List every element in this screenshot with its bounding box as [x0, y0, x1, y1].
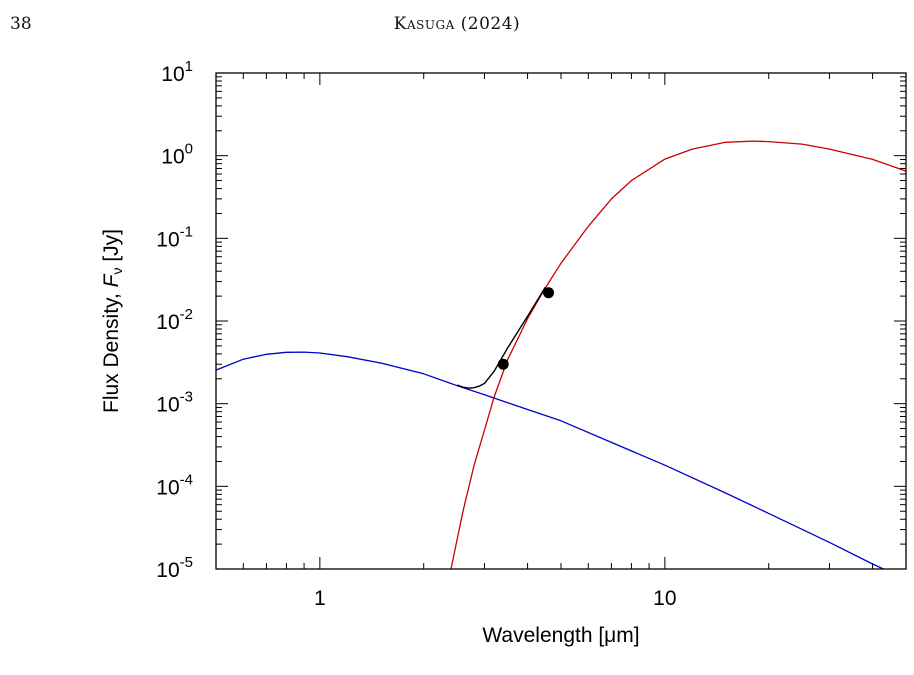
running-head-year: (2024) [460, 14, 521, 34]
series-line-2 [456, 287, 546, 389]
running-head: Kasuga (2024) [0, 14, 914, 34]
y-axis-title-prefix: Flux Density, [100, 287, 123, 413]
y-tick-label: 10-2 [156, 306, 193, 334]
y-axis-title-symbol: F [100, 273, 123, 287]
y-tick-label: 100 [161, 141, 193, 169]
page-header: 38 Kasuga (2024) [0, 14, 914, 38]
series-line-1 [450, 140, 906, 569]
y-tick-label: 10-3 [156, 389, 193, 417]
data-point [543, 287, 555, 299]
x-axis-title: Wavelength [μm] [482, 624, 639, 647]
y-tick-label: 10-4 [156, 471, 193, 499]
x-tick-label: 1 [314, 587, 326, 610]
y-axis-title-unit: [Jy] [100, 229, 123, 268]
plot-curves [216, 140, 906, 569]
y-axis-title: Flux Density, Fν [Jy] [100, 229, 125, 413]
plot-frame [215, 72, 907, 570]
running-head-author: Kasuga [393, 14, 455, 34]
y-axis-title-subscript: ν [109, 268, 125, 275]
axis-ticks [215, 72, 907, 570]
y-tick-label: 10-5 [156, 554, 193, 582]
data-points [497, 287, 555, 370]
y-tick-label: 101 [161, 58, 193, 86]
series-line-0 [216, 351, 884, 569]
x-tick-labels: 1 10 [314, 587, 677, 610]
data-point [497, 358, 509, 370]
x-tick-label: 10 [653, 587, 676, 610]
y-tick-labels: 101 100 10-1 10-2 10-3 10-4 10-5 [156, 58, 193, 582]
y-tick-label: 10-1 [156, 223, 193, 251]
page-number: 38 [10, 14, 32, 34]
